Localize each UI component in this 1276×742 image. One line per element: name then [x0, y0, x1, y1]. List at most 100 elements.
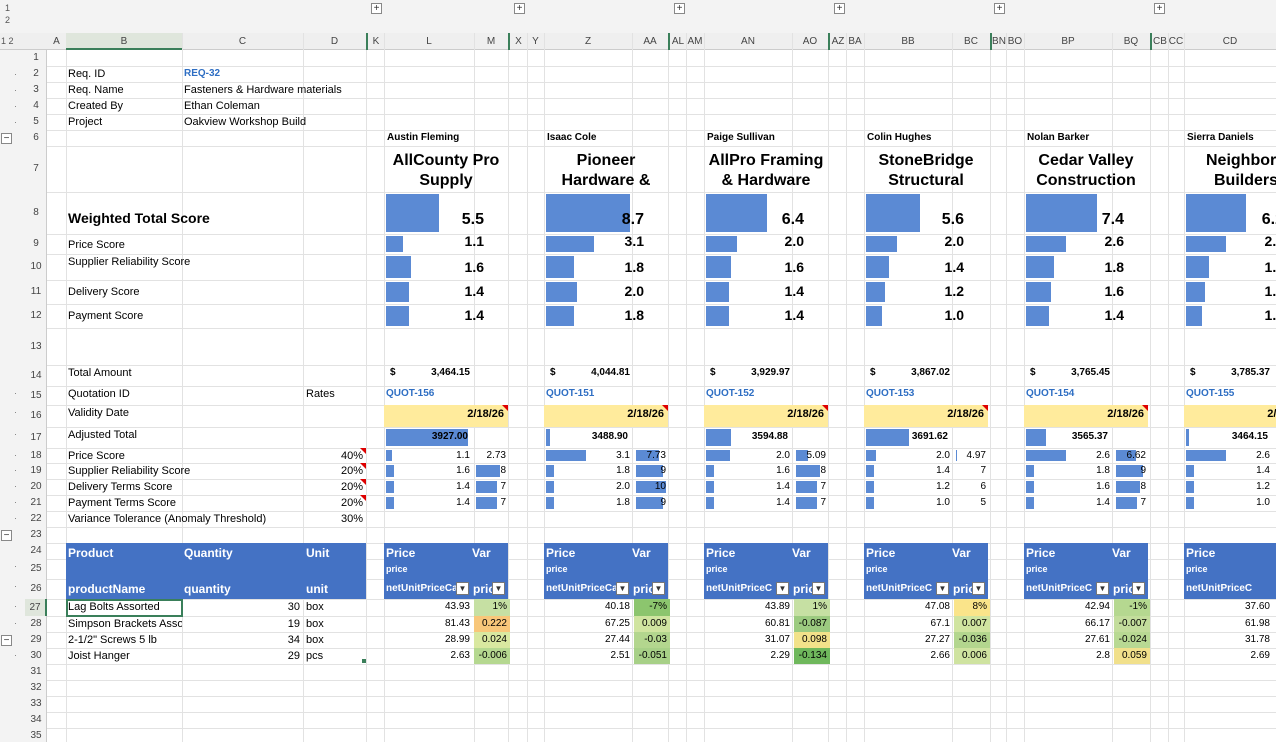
product-qty[interactable]: 30 [287, 601, 300, 613]
row-header-17[interactable]: 17 [30, 432, 42, 443]
filter-dropdown-icon[interactable]: ▼ [812, 582, 825, 595]
product-name[interactable]: Joist Hanger [68, 650, 130, 662]
column-header-an[interactable]: AN [741, 36, 755, 47]
column-header-bo[interactable]: BO [1007, 36, 1023, 47]
validity-date[interactable]: 2/18/26 [1267, 408, 1276, 420]
column-header-x[interactable]: X [515, 36, 522, 47]
rate-value-reliability[interactable]: 20% [340, 465, 363, 477]
row-header-10[interactable]: 10 [30, 261, 42, 272]
filter-dropdown-icon[interactable]: ▼ [1132, 582, 1145, 595]
column-header-bb[interactable]: BB [901, 36, 915, 47]
rate-value-variance[interactable]: 30% [340, 513, 363, 525]
row-header-23[interactable]: 23 [30, 529, 42, 540]
row-header-27[interactable]: 27 [25, 599, 47, 616]
row-header-32[interactable]: 32 [30, 682, 42, 693]
row-header-28[interactable]: 28 [30, 618, 42, 629]
column-header-l[interactable]: L [426, 36, 432, 47]
rate-value-payment[interactable]: 20% [340, 497, 363, 509]
column-header-m[interactable]: M [486, 36, 496, 47]
product-qty[interactable]: 19 [287, 618, 300, 630]
outline-level-2[interactable]: 2 [5, 15, 11, 25]
column-header-k[interactable]: K [372, 36, 380, 47]
column-header-b[interactable]: B [66, 33, 182, 50]
row-header-22[interactable]: 22 [30, 513, 42, 524]
row-header-35[interactable]: 35 [30, 730, 42, 741]
column-header-al[interactable]: AL [671, 36, 685, 47]
expand-group-icon[interactable]: + [674, 3, 685, 14]
product-unit[interactable]: box [306, 618, 324, 630]
expand-group-icon[interactable]: + [371, 3, 382, 14]
quotation-id[interactable]: QUOT-153 [866, 388, 915, 399]
row-header-15[interactable]: 15 [30, 390, 42, 401]
row-header-34[interactable]: 34 [30, 714, 42, 725]
collapse-group-icon[interactable]: − [1, 530, 12, 541]
row-header-16[interactable]: 16 [30, 410, 42, 421]
product-name[interactable]: Lag Bolts Assorted [68, 601, 160, 613]
info-value-created_by[interactable]: Ethan Coleman [184, 100, 260, 112]
row-header-2[interactable]: 2 [33, 68, 39, 79]
filter-dropdown-icon[interactable]: ▼ [652, 582, 665, 595]
filter-dropdown-icon[interactable]: ▼ [456, 582, 469, 595]
column-header-z[interactable]: Z [584, 36, 592, 47]
column-header-az[interactable]: AZ [831, 36, 845, 47]
column-header-aa[interactable]: AA [643, 36, 657, 47]
column-header-d[interactable]: D [330, 36, 339, 47]
column-header-y[interactable]: Y [532, 36, 539, 47]
row-header-4[interactable]: 4 [33, 100, 39, 111]
expand-group-icon[interactable]: + [834, 3, 845, 14]
product-name[interactable]: 2-1/2" Screws 5 lb [68, 634, 157, 646]
row-header-7[interactable]: 7 [33, 163, 39, 174]
row-header-9[interactable]: 9 [33, 238, 39, 249]
row-header-19[interactable]: 19 [30, 465, 42, 476]
column-header-cb[interactable]: CB [1153, 36, 1167, 47]
filter-dropdown-icon[interactable]: ▼ [936, 582, 949, 595]
quotation-id[interactable]: QUOT-154 [1026, 388, 1075, 399]
column-header-bc[interactable]: BC [964, 36, 978, 47]
column-header-am[interactable]: AM [687, 36, 703, 47]
collapse-group-icon[interactable]: − [1, 635, 12, 646]
row-header-18[interactable]: 18 [30, 450, 42, 461]
row-header-13[interactable]: 13 [30, 341, 42, 352]
filter-dropdown-icon[interactable]: ▼ [616, 582, 629, 595]
quotation-id[interactable]: QUOT-156 [386, 388, 435, 399]
rate-value-price[interactable]: 40% [340, 450, 363, 462]
product-unit[interactable]: box [306, 634, 324, 646]
filter-dropdown-icon[interactable]: ▼ [1096, 582, 1109, 595]
column-header-a[interactable]: A [53, 36, 60, 47]
row-header-11[interactable]: 11 [30, 286, 42, 297]
row-header-31[interactable]: 31 [30, 666, 42, 677]
expand-group-icon[interactable]: + [994, 3, 1005, 14]
row-header-1[interactable]: 1 [33, 52, 39, 63]
row-header-21[interactable]: 21 [30, 497, 42, 508]
info-value-req_id[interactable]: REQ-32 [184, 68, 221, 79]
validity-date[interactable]: 2/18/26 [1107, 408, 1144, 420]
validity-date[interactable]: 2/18/26 [467, 408, 504, 420]
outline-level-1[interactable]: 1 [5, 3, 11, 13]
info-value-project[interactable]: Oakview Workshop Build [184, 116, 307, 128]
product-name[interactable]: Simpson Brackets Asso [68, 618, 182, 630]
selected-cell[interactable] [66, 599, 183, 617]
validity-date[interactable]: 2/18/26 [947, 408, 984, 420]
row-header-8[interactable]: 8 [33, 207, 39, 218]
validity-date[interactable]: 2/18/26 [627, 408, 664, 420]
row-header-24[interactable]: 24 [30, 545, 42, 556]
filter-dropdown-icon[interactable]: ▼ [776, 582, 789, 595]
fill-handle[interactable] [362, 659, 366, 663]
row-header-26[interactable]: 26 [30, 583, 42, 594]
expand-group-icon[interactable]: + [1154, 3, 1165, 14]
product-unit[interactable]: pcs [306, 650, 324, 662]
quotation-id[interactable]: QUOT-151 [546, 388, 595, 399]
expand-group-icon[interactable]: + [514, 3, 525, 14]
row-outline-levels[interactable]: 1 2 [1, 36, 14, 46]
row-header-25[interactable]: 25 [30, 563, 42, 574]
column-header-bn[interactable]: BN [992, 36, 1006, 47]
column-header-ao[interactable]: AO [802, 36, 818, 47]
filter-dropdown-icon[interactable]: ▼ [492, 582, 505, 595]
row-header-5[interactable]: 5 [33, 116, 39, 127]
row-header-14[interactable]: 14 [30, 370, 42, 381]
quotation-id[interactable]: QUOT-152 [706, 388, 755, 399]
validity-date[interactable]: 2/18/26 [787, 408, 824, 420]
column-header-bq[interactable]: BQ [1123, 36, 1139, 47]
row-header-33[interactable]: 33 [30, 698, 42, 709]
product-qty[interactable]: 34 [287, 634, 300, 646]
